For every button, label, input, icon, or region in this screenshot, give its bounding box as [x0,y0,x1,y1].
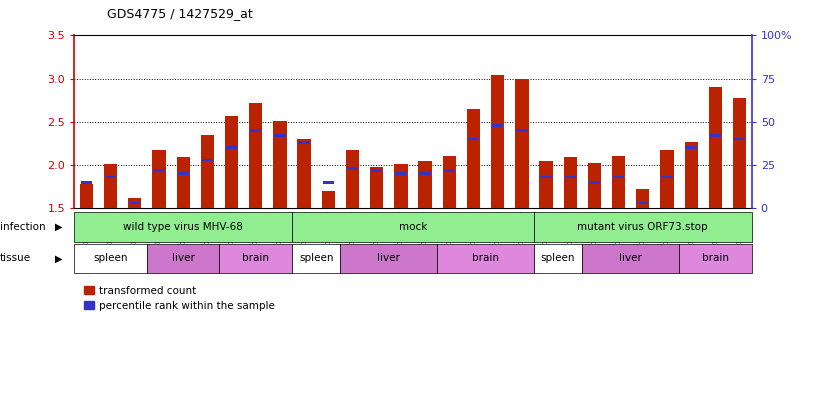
Bar [226,147,237,149]
Bar [129,202,140,204]
Bar [588,163,601,208]
Bar [686,147,697,149]
Bar [565,176,576,178]
Text: brain: brain [702,253,729,263]
Bar [733,97,746,208]
Bar [443,156,456,208]
Bar [105,176,116,178]
Bar [152,151,166,208]
Bar [539,161,553,208]
Bar [292,212,534,242]
Text: brain: brain [242,253,269,263]
Bar [396,173,406,175]
Bar [637,202,648,204]
Bar [679,244,752,273]
Bar [340,244,437,273]
Bar [662,176,672,178]
Text: infection: infection [0,222,45,232]
Bar [128,198,141,208]
Bar [370,167,383,208]
Bar [612,156,625,208]
Bar [534,244,582,273]
Bar [81,181,92,184]
Bar [297,139,311,208]
Bar [154,169,164,171]
Bar [347,167,358,170]
Bar [685,142,698,208]
Bar [437,244,534,273]
Text: GDS4775 / 1427529_at: GDS4775 / 1427529_at [107,7,253,20]
Bar [220,244,292,273]
Bar [492,124,503,127]
Bar [225,116,238,208]
Bar [104,164,117,208]
Bar [491,75,505,208]
Text: liver: liver [172,253,195,263]
Bar [147,244,220,273]
Bar [534,212,752,242]
Bar [467,109,480,208]
Text: mock: mock [399,222,427,232]
Bar [346,151,359,208]
Bar [177,157,190,208]
Text: spleen: spleen [299,253,334,263]
Bar [74,212,292,242]
Bar [250,129,261,132]
Text: wild type virus MHV-68: wild type virus MHV-68 [123,222,243,232]
Bar [444,169,455,171]
Bar [734,138,745,140]
Bar [74,244,147,273]
Bar [710,134,721,137]
Bar [178,173,189,175]
Bar [516,129,528,132]
Legend: transformed count, percentile rank within the sample: transformed count, percentile rank withi… [79,281,279,315]
Bar [515,79,529,208]
Text: spleen: spleen [93,253,128,263]
Bar [540,176,552,178]
Bar [636,189,649,208]
Text: liver: liver [620,253,642,263]
Bar [202,159,213,161]
Text: mutant virus ORF73.stop: mutant virus ORF73.stop [577,222,708,232]
Text: tissue: tissue [0,253,31,263]
Bar [419,161,432,208]
Text: spleen: spleen [541,253,576,263]
Bar [420,173,430,175]
Bar [292,244,340,273]
Bar [321,191,335,208]
Text: brain: brain [472,253,499,263]
Bar [201,135,214,208]
Bar [468,138,479,140]
Bar [371,169,382,171]
Bar [709,87,722,208]
Bar [249,103,263,208]
Bar [589,181,600,184]
Bar [274,134,286,137]
Text: liver: liver [377,253,401,263]
Text: ▶: ▶ [55,222,63,232]
Text: ▶: ▶ [55,253,63,263]
Bar [394,164,407,208]
Bar [563,157,577,208]
Bar [298,141,310,144]
Bar [273,121,287,208]
Bar [613,176,624,178]
Bar [660,151,674,208]
Bar [323,181,334,184]
Bar [582,244,679,273]
Bar [80,184,93,208]
